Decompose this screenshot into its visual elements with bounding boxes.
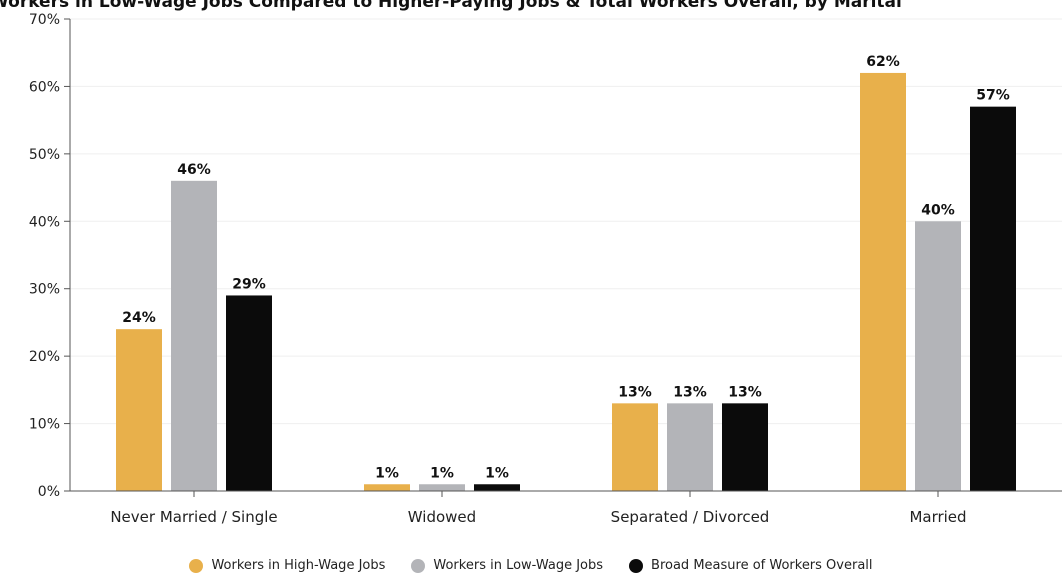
y-tick-label: 30%	[29, 282, 60, 298]
gridlines	[70, 18, 1062, 425]
chart-title: Workers in Low-Wage Jobs Compared to Hig…	[0, 0, 902, 12]
bar	[474, 484, 520, 491]
y-axis-ticks: 0% 10% 20% 30% 40% 50% 60% 70%	[29, 12, 70, 500]
category-label: Widowed	[408, 508, 476, 526]
y-tick-label: 50%	[29, 147, 60, 163]
data-label: 13%	[673, 384, 707, 400]
legend-label: Workers in Low-Wage Jobs	[433, 558, 604, 573]
bar	[226, 295, 272, 491]
legend-item: Broad Measure of Workers Overall	[629, 558, 873, 573]
data-label: 13%	[728, 384, 762, 400]
bar	[667, 403, 713, 491]
bar	[171, 180, 217, 492]
category-label: Married	[909, 508, 966, 526]
y-tick-label: 20%	[29, 349, 60, 365]
bars	[116, 72, 1016, 492]
y-tick-label: 70%	[29, 12, 60, 28]
data-label: 62%	[866, 54, 900, 70]
y-tick-label: 60%	[29, 79, 60, 95]
legend-swatch	[629, 558, 644, 573]
bar	[915, 221, 961, 492]
bar	[612, 403, 658, 491]
legend-label: Workers in High-Wage Jobs	[211, 558, 386, 573]
x-axis-categories: Never Married / Single Widowed Separated /…	[110, 491, 967, 526]
data-labels: 24% 46% 29% 1% 1% 1% 13% 13% 13% 62% 40% 57%	[122, 54, 1010, 481]
data-label: 24%	[122, 310, 156, 326]
legend-item: Workers in Low-Wage Jobs	[411, 558, 603, 573]
data-label: 46%	[177, 162, 211, 178]
bar	[116, 329, 162, 491]
y-tick-label: 40%	[29, 214, 60, 230]
data-label: 29%	[232, 276, 266, 292]
data-label: 1%	[375, 465, 399, 481]
legend-item: Workers in High-Wage Jobs	[189, 558, 385, 573]
category-label: Separated / Divorced	[611, 508, 770, 526]
data-label: 57%	[976, 88, 1010, 104]
data-label: 1%	[485, 465, 509, 481]
legend-swatch	[411, 558, 426, 573]
y-tick-label: 0%	[38, 484, 60, 500]
bar	[970, 106, 1016, 492]
legend: Workers in High-Wage Jobs Workers in Low-…	[0, 558, 1062, 573]
bar-chart: Workers in Low-Wage Jobs Compared to Hig…	[0, 0, 1062, 526]
y-tick-label: 10%	[29, 417, 60, 433]
bar	[860, 72, 906, 491]
bar	[364, 484, 410, 491]
data-label: 1%	[430, 465, 454, 481]
legend-label: Broad Measure of Workers Overall	[651, 558, 873, 573]
bar	[419, 484, 465, 491]
bar	[722, 403, 768, 491]
legend-swatch	[189, 558, 204, 573]
data-label: 40%	[921, 202, 955, 218]
category-label: Never Married / Single	[110, 508, 277, 526]
data-label: 13%	[618, 384, 652, 400]
